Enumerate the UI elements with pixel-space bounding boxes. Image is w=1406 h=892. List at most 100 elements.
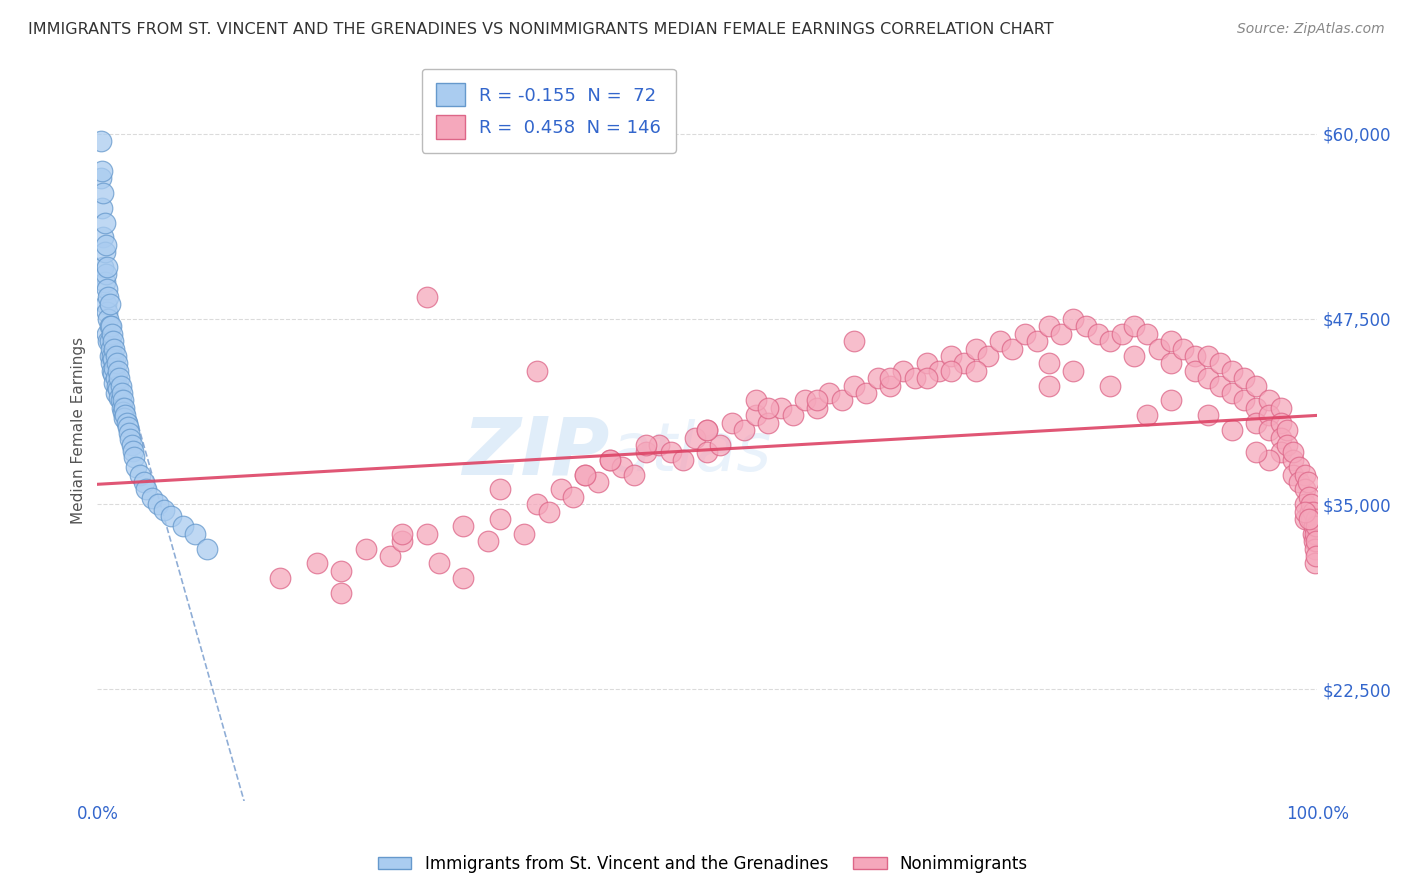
Text: atlas: atlas (610, 419, 770, 485)
Point (110, 378, 132, 392)
Point (98, 349, 121, 363)
Point (842, 334, 865, 348)
Point (103, 334, 125, 348)
Text: IMMIGRANTS FROM ST. VINCENT AND THE GRENADINES VS NONIMMIGRANTS MEDIAN FEMALE EA: IMMIGRANTS FROM ST. VINCENT AND THE GREN… (28, 22, 1053, 37)
Point (965, 342, 987, 356)
Point (97, 312, 120, 326)
Point (120, 432, 142, 446)
Point (1220, 364, 1243, 378)
Point (1038, 319, 1060, 334)
Point (93, 260, 115, 274)
Point (696, 423, 718, 437)
Point (599, 452, 621, 467)
Point (110, 393, 132, 408)
Point (305, 557, 328, 571)
Point (103, 351, 125, 366)
Point (659, 445, 682, 459)
Point (1303, 557, 1326, 571)
Point (1184, 364, 1206, 378)
Point (122, 450, 145, 464)
Point (1038, 356, 1060, 370)
Point (269, 571, 291, 585)
Point (107, 382, 129, 396)
Point (1294, 512, 1316, 526)
Point (1197, 409, 1219, 423)
Point (1298, 512, 1320, 526)
Point (1303, 526, 1326, 541)
Point (904, 371, 927, 385)
Point (111, 401, 134, 415)
Point (416, 290, 439, 304)
Point (1209, 378, 1232, 392)
Point (132, 475, 155, 489)
Point (103, 376, 125, 390)
Point (623, 467, 645, 482)
Point (1074, 319, 1097, 334)
Point (562, 490, 585, 504)
Point (1270, 445, 1292, 459)
Point (153, 503, 176, 517)
Point (330, 586, 353, 600)
Point (1301, 512, 1323, 526)
Point (1246, 416, 1268, 430)
Point (330, 564, 353, 578)
Point (526, 497, 548, 511)
Point (103, 367, 125, 381)
Point (1302, 519, 1324, 533)
Point (574, 467, 596, 482)
Point (101, 349, 124, 363)
Point (96, 260, 118, 274)
Point (103, 360, 125, 375)
Point (1123, 349, 1146, 363)
Point (108, 391, 131, 405)
Point (1014, 326, 1036, 341)
Point (782, 409, 804, 423)
Point (96, 304, 118, 318)
Point (98, 319, 121, 334)
Point (94, 238, 117, 252)
Point (1275, 438, 1298, 452)
Point (965, 364, 987, 378)
Point (1001, 342, 1024, 356)
Point (135, 483, 157, 497)
Point (806, 401, 828, 415)
Point (1209, 356, 1232, 370)
Point (125, 460, 148, 475)
Point (1246, 401, 1268, 415)
Point (683, 430, 706, 444)
Point (1098, 334, 1121, 348)
Y-axis label: Median Female Earnings: Median Female Earnings (72, 336, 86, 524)
Point (391, 534, 413, 549)
Point (90, 171, 112, 186)
Point (1303, 541, 1326, 556)
Point (121, 438, 143, 452)
Point (1305, 519, 1327, 533)
Point (1257, 393, 1279, 408)
Point (117, 420, 139, 434)
Point (121, 443, 143, 458)
Point (141, 491, 163, 506)
Point (696, 423, 718, 437)
Point (1270, 430, 1292, 444)
Point (416, 526, 439, 541)
Point (1294, 467, 1316, 482)
Point (105, 378, 128, 392)
Point (111, 393, 134, 408)
Point (1233, 393, 1256, 408)
Point (105, 356, 128, 370)
Point (104, 386, 127, 401)
Point (1160, 356, 1182, 370)
Point (952, 356, 974, 370)
Point (1147, 342, 1170, 356)
Point (1275, 423, 1298, 437)
Point (1197, 349, 1219, 363)
Point (733, 423, 755, 437)
Point (1294, 483, 1316, 497)
Point (195, 541, 218, 556)
Point (129, 467, 152, 482)
Text: Source: ZipAtlas.com: Source: ZipAtlas.com (1237, 22, 1385, 37)
Point (756, 416, 779, 430)
Point (97, 334, 120, 348)
Point (831, 393, 853, 408)
Point (378, 549, 401, 563)
